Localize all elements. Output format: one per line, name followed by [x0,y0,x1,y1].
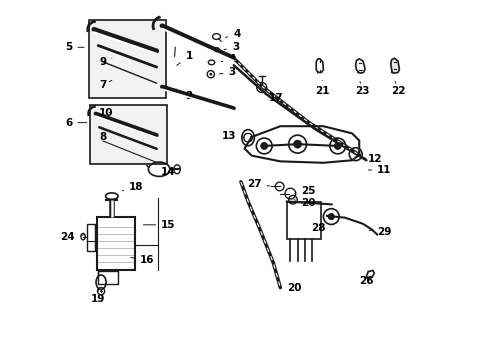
Bar [97,217,135,270]
Text: 1: 1 [177,51,192,66]
Bar [88,21,165,98]
Circle shape [209,73,212,76]
Text: 17: 17 [261,91,283,103]
Text: 3: 3 [224,42,239,52]
Text: 4: 4 [225,29,240,39]
Bar [286,202,320,239]
Text: 9: 9 [99,57,112,67]
Text: 23: 23 [354,81,368,96]
Text: 3: 3 [219,67,235,77]
Circle shape [327,213,334,220]
Text: 7: 7 [99,80,112,90]
Text: 24: 24 [61,232,84,242]
Text: 2: 2 [173,91,192,101]
Text: 27: 27 [246,179,269,189]
Circle shape [244,134,252,142]
Polygon shape [390,58,399,73]
Text: 4: 4 [221,54,235,64]
Text: 6: 6 [65,118,87,128]
Text: 10: 10 [99,108,114,118]
Text: 26: 26 [359,276,373,286]
Text: 21: 21 [315,80,329,96]
Bar [86,224,94,251]
Circle shape [333,143,341,149]
Text: 8: 8 [99,132,106,142]
Text: 15: 15 [143,220,176,230]
Circle shape [293,140,301,148]
Text: 13: 13 [222,131,244,141]
Text: 20: 20 [293,198,315,208]
Text: 25: 25 [294,186,315,197]
Text: 5: 5 [65,42,84,52]
Text: 29: 29 [368,227,391,237]
Text: 14: 14 [161,167,176,177]
Text: 20: 20 [286,283,301,293]
Text: 19: 19 [91,289,105,304]
Text: 28: 28 [310,224,325,233]
Text: 22: 22 [390,81,405,96]
Bar [98,271,118,284]
Circle shape [260,143,267,149]
Text: 16: 16 [130,255,154,265]
Circle shape [214,48,218,52]
Text: 12: 12 [361,154,382,164]
Text: 11: 11 [368,165,391,175]
Bar [89,105,166,164]
Text: 18: 18 [122,182,143,192]
